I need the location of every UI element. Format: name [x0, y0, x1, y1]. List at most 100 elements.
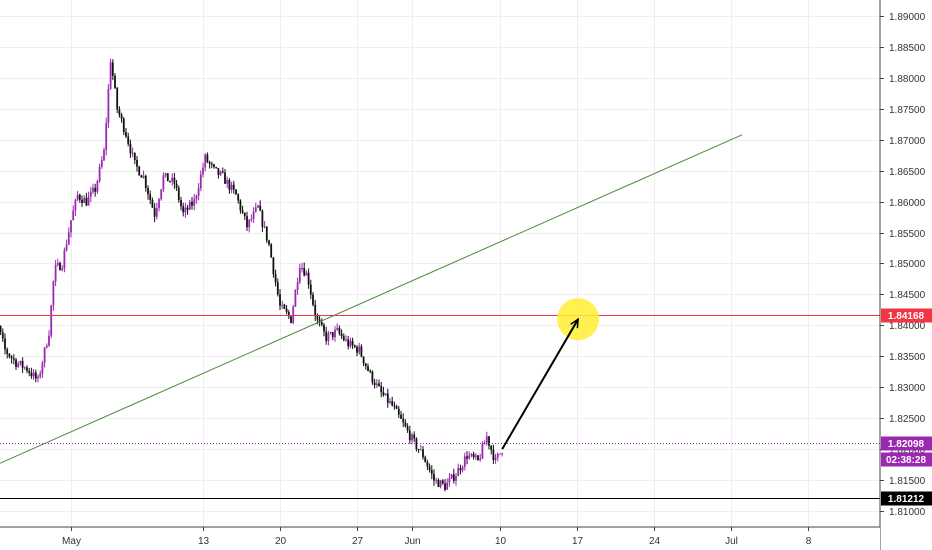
candle-body [439, 480, 442, 487]
candle-body [430, 470, 433, 474]
candle-body [428, 466, 431, 471]
candle-body [92, 187, 94, 192]
candle-body [356, 346, 358, 353]
candle-body [263, 226, 266, 228]
candle-body [347, 339, 350, 347]
price-tick-label: 1.87000 [889, 136, 926, 147]
candle-body [169, 181, 171, 183]
candle-body [133, 152, 136, 160]
candle-body [228, 179, 231, 190]
candle-body [362, 356, 365, 364]
candle-body [61, 268, 64, 271]
candle-body [213, 164, 215, 167]
candle-body [290, 316, 292, 323]
candle-body [109, 62, 112, 89]
trend-line[interactable] [0, 134, 743, 471]
price-badges: 1.84168 1.82098 1.81212 02:38:28 [881, 308, 932, 506]
candle-body [149, 194, 152, 200]
candle-body [417, 449, 420, 451]
candle-body [96, 180, 99, 192]
candle-body [89, 191, 92, 197]
candle-body [32, 372, 35, 377]
arrow-line[interactable] [501, 318, 579, 450]
candle-body [120, 114, 123, 119]
candle-body [41, 362, 44, 374]
arrow-head [570, 317, 579, 329]
candle-body [23, 367, 26, 369]
candle-body [72, 210, 75, 221]
candle-body [479, 458, 482, 460]
price-tick-label: 1.84000 [889, 321, 926, 332]
candle-body [472, 453, 475, 458]
candle-body [292, 306, 295, 323]
candle-body [131, 152, 134, 154]
candle-body [281, 304, 284, 306]
candle-body [296, 282, 299, 290]
price-tick-label: 1.88500 [889, 43, 926, 54]
candle-body [309, 284, 312, 295]
candle-body [320, 322, 323, 325]
candle-body [294, 289, 297, 307]
candle-body [155, 208, 158, 217]
candle-body [87, 196, 90, 206]
candle-body [285, 308, 288, 312]
candle-body [94, 187, 97, 192]
candle-body [12, 358, 15, 360]
candle-body [406, 426, 409, 431]
candle-body [477, 455, 479, 460]
candle-body [373, 382, 376, 386]
candle-body [191, 201, 193, 206]
candle-body [327, 333, 330, 342]
candle-body [85, 197, 88, 206]
candle-body [177, 187, 180, 201]
candle-body [279, 294, 281, 306]
candle-body [107, 88, 110, 124]
candle-body [329, 332, 332, 334]
candle-body [386, 393, 389, 403]
candle-body [450, 474, 453, 479]
candle-body [485, 436, 488, 444]
price-level-badge [881, 436, 932, 451]
price-tick-label: 1.86500 [889, 167, 926, 178]
price-tick-label: 1.83500 [889, 352, 926, 363]
candle-body [318, 319, 321, 323]
candle-body [463, 456, 466, 467]
candle-body [37, 376, 39, 379]
price-tick-label: 1.89000 [889, 12, 926, 23]
candle-body [219, 171, 222, 175]
candle-body [8, 353, 11, 357]
candle-body [171, 177, 174, 182]
candle-body [217, 168, 220, 175]
candle-body [345, 339, 347, 341]
price-level-badge-label: 1.82098 [888, 439, 925, 450]
candle-body [4, 338, 6, 350]
candle-body [136, 159, 138, 167]
candle-body [206, 154, 209, 163]
candle-body [186, 207, 189, 210]
candle-body [153, 207, 156, 217]
time-tick-label: 20 [275, 536, 287, 547]
candle-body [83, 197, 86, 203]
candle-body [197, 188, 200, 196]
countdown-label: 02:38:28 [886, 455, 926, 466]
candle-body [307, 272, 310, 285]
candle-body [397, 408, 400, 415]
candle-body [151, 199, 154, 208]
candle-body [496, 453, 499, 458]
candle-body [360, 346, 363, 357]
price-tick-label: 1.85000 [889, 259, 926, 270]
candle-body [501, 453, 504, 455]
candle-body [257, 205, 259, 208]
candle-body [483, 443, 486, 445]
candle-body [235, 189, 237, 195]
candle-body [283, 304, 286, 309]
price-axis[interactable]: 1.89000 1.88500 1.88000 1.87500 1.87000 1.865… [880, 12, 926, 518]
candle-body [221, 171, 224, 173]
candle-body [6, 349, 9, 354]
time-axis[interactable]: May 13 20 27 Jun 10 17 24 Jul 8 [62, 527, 812, 547]
candle-body [468, 455, 471, 459]
candle-body [382, 392, 385, 396]
candle-body [303, 268, 306, 276]
